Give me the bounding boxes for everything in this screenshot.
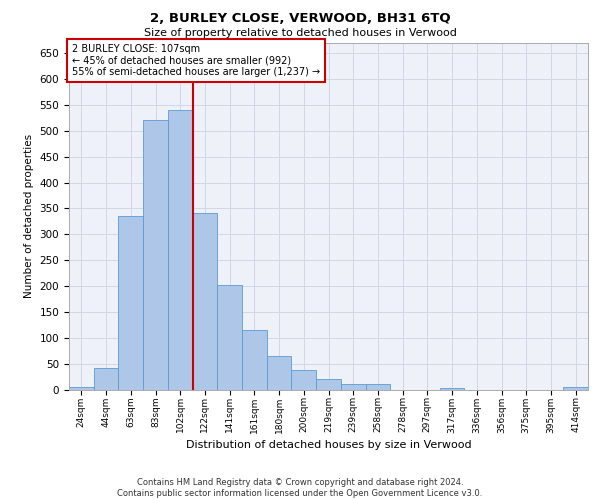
Text: Size of property relative to detached houses in Verwood: Size of property relative to detached ho… bbox=[143, 28, 457, 38]
Bar bbox=[242, 330, 267, 390]
Bar bbox=[143, 120, 168, 390]
Bar bbox=[94, 368, 118, 390]
Bar bbox=[292, 370, 316, 390]
Text: Contains HM Land Registry data © Crown copyright and database right 2024.
Contai: Contains HM Land Registry data © Crown c… bbox=[118, 478, 482, 498]
Bar bbox=[69, 388, 94, 390]
X-axis label: Distribution of detached houses by size in Verwood: Distribution of detached houses by size … bbox=[185, 440, 472, 450]
Bar bbox=[267, 356, 292, 390]
Bar bbox=[217, 284, 242, 390]
Text: 2 BURLEY CLOSE: 107sqm
← 45% of detached houses are smaller (992)
55% of semi-de: 2 BURLEY CLOSE: 107sqm ← 45% of detached… bbox=[71, 44, 320, 78]
Bar bbox=[193, 212, 217, 390]
Y-axis label: Number of detached properties: Number of detached properties bbox=[24, 134, 34, 298]
Bar bbox=[341, 384, 365, 390]
Bar bbox=[563, 388, 588, 390]
Bar bbox=[316, 378, 341, 390]
Bar bbox=[168, 110, 193, 390]
Bar bbox=[440, 388, 464, 390]
Bar bbox=[365, 384, 390, 390]
Text: 2, BURLEY CLOSE, VERWOOD, BH31 6TQ: 2, BURLEY CLOSE, VERWOOD, BH31 6TQ bbox=[149, 12, 451, 26]
Bar bbox=[118, 216, 143, 390]
